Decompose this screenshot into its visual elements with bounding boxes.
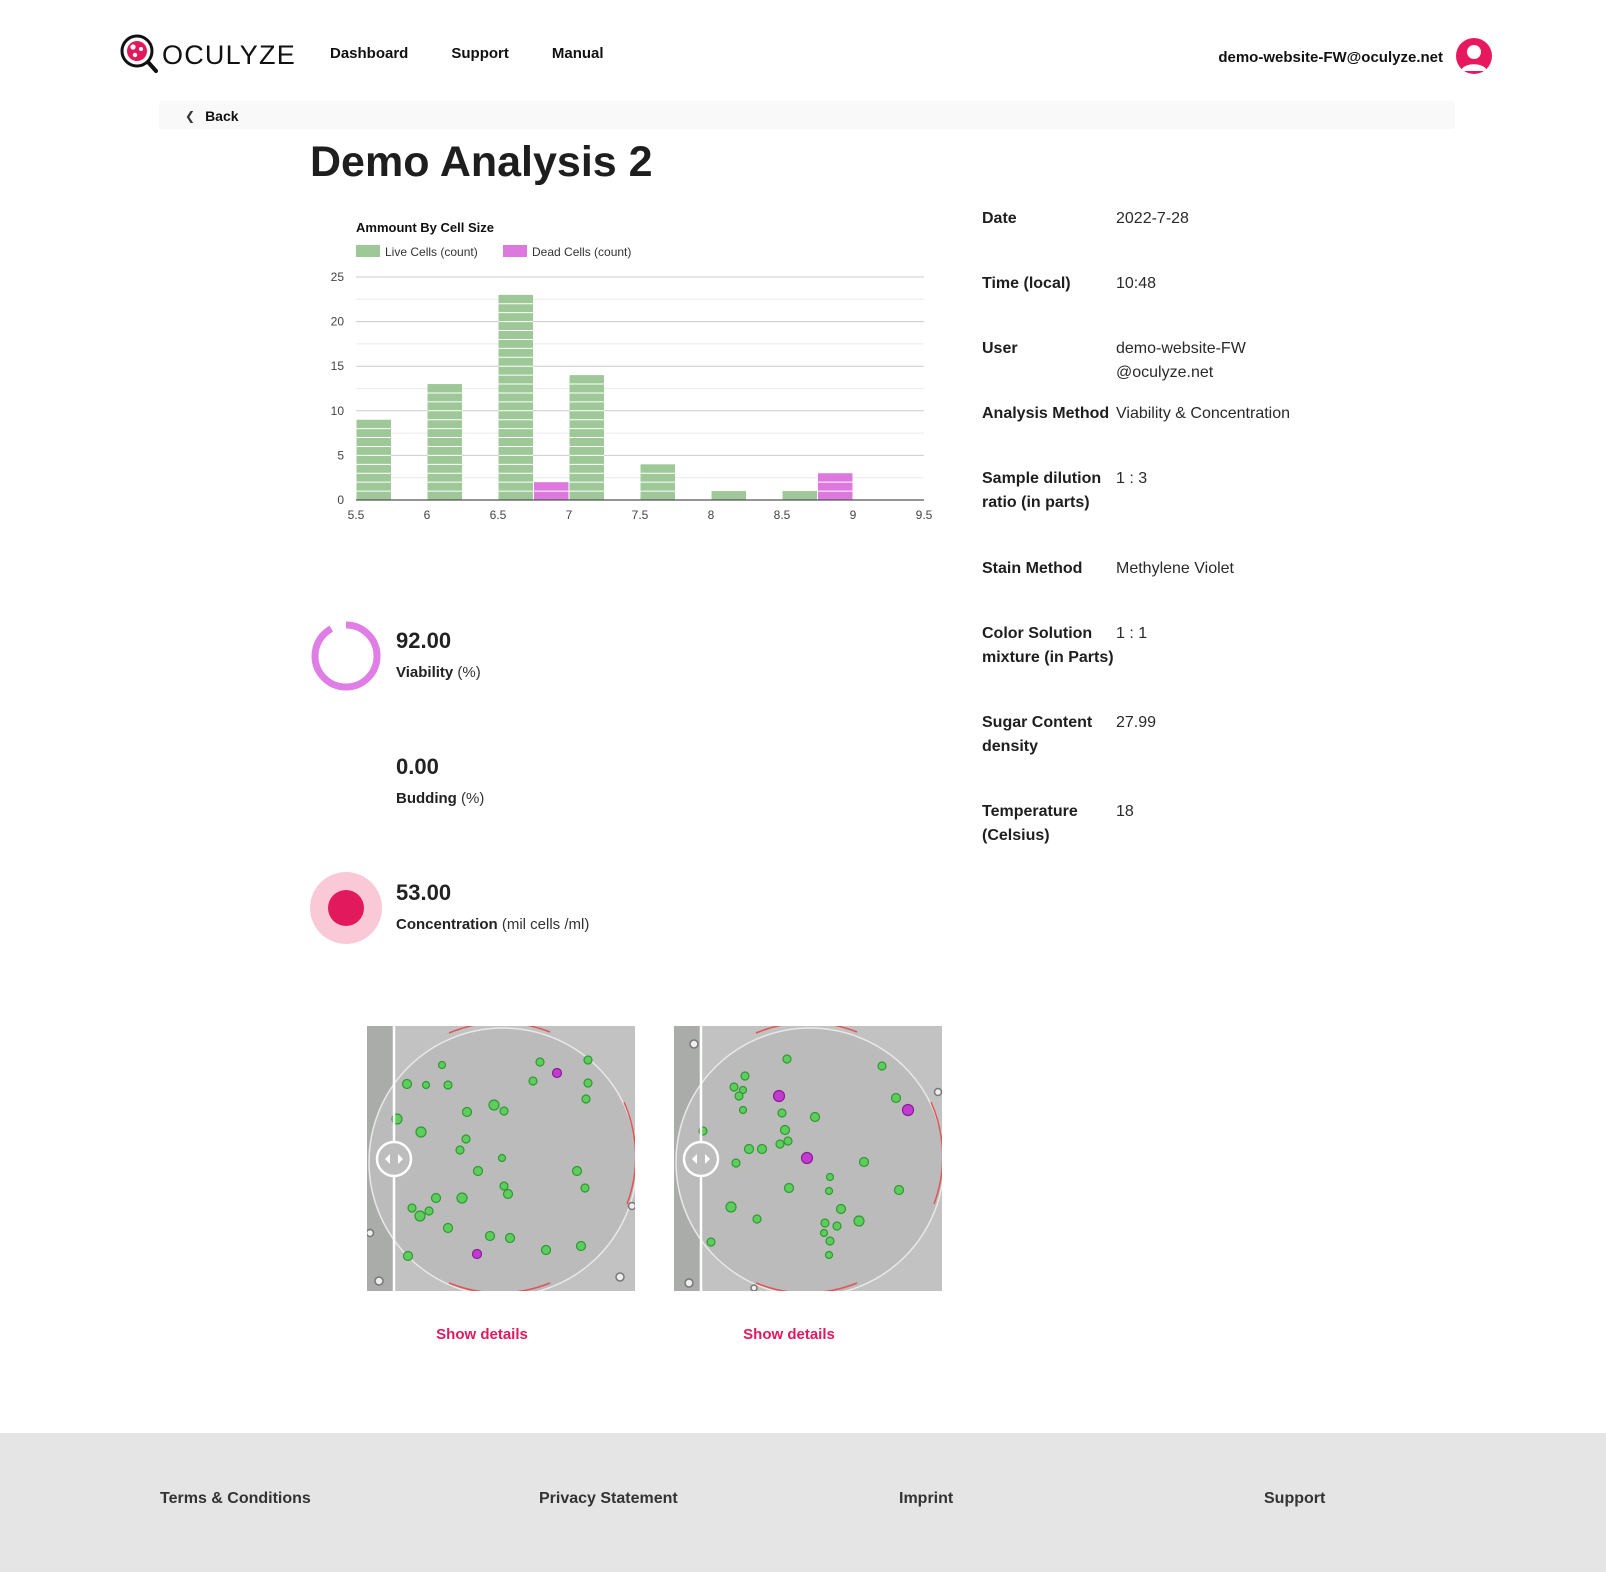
bar-rect — [782, 491, 817, 500]
brand-name: OCULYZE — [162, 39, 296, 70]
cell-image-svg — [367, 1026, 635, 1291]
y-tick-label: 15 — [331, 359, 345, 373]
page-title: Demo Analysis 2 — [310, 138, 653, 186]
budding-label: Budding (%) — [396, 790, 485, 807]
x-tick-label: 6 — [424, 508, 431, 522]
x-tick-label: 7 — [566, 508, 573, 522]
legend-swatch-live — [356, 245, 380, 257]
y-tick-label: 10 — [331, 404, 345, 418]
chart-svg: Ammount By Cell Size Live Cells (count) … — [331, 220, 933, 522]
x-tick-label: 8 — [708, 508, 715, 522]
analysis-image-2[interactable] — [674, 1026, 942, 1291]
cell-size-chart: Ammount By Cell Size Live Cells (count) … — [300, 215, 940, 530]
y-tick-label: 20 — [331, 315, 345, 329]
bar-rect — [711, 491, 746, 500]
footer-privacy-link[interactable]: Privacy Statement — [539, 1490, 678, 1507]
footer-imprint-link[interactable]: Imprint — [899, 1490, 954, 1507]
user-icon — [1461, 45, 1487, 71]
cell-image-svg — [674, 1026, 942, 1291]
y-tick-label: 0 — [337, 493, 344, 507]
show-details-link-1[interactable]: Show details — [436, 1326, 528, 1343]
x-tick-label: 6.5 — [490, 508, 507, 522]
bar-rect — [818, 473, 853, 500]
footer-terms-link[interactable]: Terms & Conditions — [160, 1490, 311, 1507]
bar-dead — [534, 482, 569, 500]
viability-ring — [311, 621, 381, 691]
nav-manual[interactable]: Manual — [551, 45, 604, 62]
legend-swatch-dead — [503, 245, 527, 257]
x-tick-label: 7.5 — [632, 508, 649, 522]
oculyze-logo-icon — [120, 34, 158, 73]
show-details-link-2[interactable]: Show details — [743, 1326, 835, 1343]
bar-dead — [818, 473, 853, 500]
budding-value: 0.00 — [396, 754, 439, 779]
bar-live — [640, 464, 675, 500]
viability-label: Viability (%) — [396, 664, 481, 681]
concentration-dot-icon — [310, 872, 382, 944]
bar-live — [569, 375, 604, 500]
x-tick-label: 5.5 — [348, 508, 365, 522]
bar-live — [498, 294, 533, 500]
x-tick-label: 9 — [850, 508, 857, 522]
viability-value: 92.00 — [396, 628, 452, 653]
concentration-value: 53.00 — [396, 880, 452, 905]
analysis-image-card-1: Show details — [367, 1026, 635, 1343]
compare-slider-handle[interactable] — [682, 1140, 720, 1178]
chart-title: Ammount By Cell Size — [356, 220, 494, 235]
avatar[interactable] — [1456, 38, 1492, 74]
y-tick-label: 25 — [331, 270, 345, 284]
y-tick-label: 5 — [337, 448, 344, 462]
bar-live — [356, 419, 391, 500]
legend-live: Live Cells (count) — [385, 245, 478, 259]
x-tick-label: 8.5 — [774, 508, 791, 522]
x-tick-label: 9.5 — [916, 508, 933, 522]
concentration-label: Concentration (mil cells /ml) — [396, 916, 590, 933]
nav-support[interactable]: Support — [451, 45, 509, 62]
bar-rect — [356, 419, 391, 500]
bar-rect — [498, 294, 533, 500]
analysis-image-1[interactable] — [367, 1026, 635, 1291]
user-email[interactable]: demo-website-FW@oculyze.net — [1218, 49, 1443, 66]
breadcrumb-bar: ❮ Back — [159, 101, 1455, 129]
chevron-left-icon: ❮ — [185, 109, 196, 123]
nav-dashboard[interactable]: Dashboard — [330, 45, 409, 62]
header: OCULYZE Dashboard Support Manual demo-we… — [0, 0, 1606, 100]
logo[interactable]: OCULYZE — [120, 34, 296, 76]
main-nav: Dashboard Support Manual — [330, 45, 647, 62]
footer: Terms & Conditions Privacy Statement Imp… — [0, 1433, 1606, 1572]
bar-live — [782, 491, 817, 500]
analysis-image-card-2: Show details — [674, 1026, 942, 1343]
back-button[interactable]: ❮ Back — [185, 108, 239, 124]
footer-support-link[interactable]: Support — [1264, 1490, 1326, 1507]
bar-live — [711, 491, 746, 500]
back-label: Back — [205, 108, 239, 124]
bar-rect — [427, 384, 462, 500]
bar-live — [427, 384, 462, 500]
compare-slider-handle[interactable] — [375, 1140, 413, 1178]
legend-dead: Dead Cells (count) — [532, 245, 631, 259]
